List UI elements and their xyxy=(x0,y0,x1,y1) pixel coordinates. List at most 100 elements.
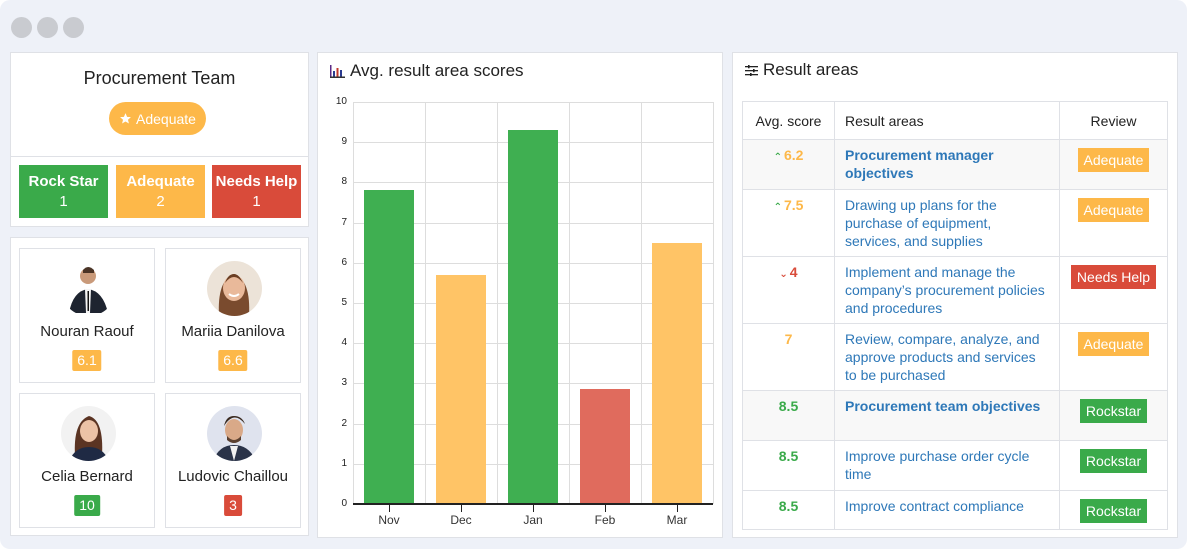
avg-score-cell: 8.5 xyxy=(742,440,835,491)
x-axis-tick xyxy=(389,505,390,512)
table-row[interactable]: 8.5 Procurement team objectives Rockstar xyxy=(742,390,1168,441)
member-card[interactable]: Mariia Danilova 6.6 xyxy=(165,248,301,383)
column-header-result-areas[interactable]: Result areas xyxy=(834,101,1060,140)
result-area-link[interactable]: Procurement team objectives xyxy=(845,398,1041,414)
column-header-avg-score[interactable]: Avg. score xyxy=(742,101,835,140)
x-axis-tick-label: Nov xyxy=(378,513,400,527)
star-icon xyxy=(120,113,131,124)
review-cell: Rockstar xyxy=(1059,490,1168,530)
gridline-horizontal xyxy=(353,102,713,103)
review-cell: Needs Help xyxy=(1059,256,1168,324)
member-card[interactable]: Nouran Raouf 6.1 xyxy=(19,248,155,383)
result-area-link[interactable]: Implement and manage the company’s procu… xyxy=(845,264,1045,316)
member-score-badge: 3 xyxy=(224,495,242,516)
window-dot-close[interactable] xyxy=(11,17,32,38)
y-axis-tick-label: 4 xyxy=(341,337,347,349)
x-axis-tick xyxy=(461,505,462,512)
result-area-link[interactable]: Review, compare, analyze, and approve pr… xyxy=(845,331,1040,383)
stat-rock-star[interactable]: Rock Star 1 xyxy=(19,165,108,218)
gridline-vertical xyxy=(713,102,714,504)
trend-up-icon: ⌃ xyxy=(773,152,782,163)
gridline-vertical xyxy=(353,102,354,504)
review-badge[interactable]: Needs Help xyxy=(1070,265,1157,289)
y-axis-tick-label: 3 xyxy=(341,377,347,389)
avatar xyxy=(207,406,262,461)
bar-nov[interactable] xyxy=(364,190,414,504)
team-summary-panel: Procurement Team Adequate Rock Star 1 Ad… xyxy=(10,52,309,227)
avg-score-cell: 8.5 xyxy=(742,490,835,530)
result-area-link[interactable]: Improve purchase order cycle time xyxy=(845,448,1030,482)
table-row[interactable]: 8.5 Improve purchase order cycle time Rock… xyxy=(742,440,1168,491)
x-axis-tick-label: Mar xyxy=(666,513,688,527)
bar-mar[interactable] xyxy=(652,242,702,504)
bar-feb[interactable] xyxy=(580,389,630,504)
table-row[interactable]: ⌃ 7.5 Drawing up plans for the purchase of… xyxy=(742,189,1168,257)
result-areas-panel: Result areas Avg. score Result areas Rev… xyxy=(732,52,1178,538)
table-row[interactable]: 7 Review, compare, analyze, and approve p… xyxy=(742,323,1168,391)
bar-jan[interactable] xyxy=(508,130,558,504)
stat-needs-help[interactable]: Needs Help 1 xyxy=(212,165,301,218)
avatar xyxy=(207,261,262,316)
review-badge[interactable]: Adequate xyxy=(1077,148,1150,172)
table-header-row: Avg. score Result areas Review xyxy=(742,101,1168,140)
avg-score-cell: 7 xyxy=(742,323,835,391)
result-area-link[interactable]: Improve contract compliance xyxy=(845,498,1024,514)
y-axis-tick-label: 0 xyxy=(341,498,347,509)
window-controls xyxy=(11,17,84,38)
result-area-cell: Procurement team objectives xyxy=(834,390,1060,441)
table-row[interactable]: ⌃ 6.2 Procurement manager objectives Adequa… xyxy=(742,139,1168,190)
member-card[interactable]: Celia Bernard 10 xyxy=(19,393,155,528)
stat-label: Rock Star xyxy=(28,172,99,190)
stat-count: 1 xyxy=(252,192,261,210)
window-dot-minimize[interactable] xyxy=(37,17,58,38)
window-dot-maximize[interactable] xyxy=(63,17,84,38)
bar-dec[interactable] xyxy=(436,274,486,504)
team-members-panel: Nouran Raouf 6.1 Mariia Danilova 6.6 Cel… xyxy=(10,237,309,536)
team-title: Procurement Team xyxy=(83,68,236,88)
gridline-vertical xyxy=(641,102,642,504)
result-area-cell: Improve contract compliance xyxy=(834,490,1060,530)
column-header-review[interactable]: Review xyxy=(1059,101,1168,140)
avg-score-cell: 8.5 xyxy=(742,390,835,441)
trend-up-icon: ⌃ xyxy=(773,202,782,213)
result-area-link[interactable]: Procurement manager objectives xyxy=(845,147,994,181)
team-status-label: Adequate xyxy=(136,110,196,127)
result-area-cell: Improve purchase order cycle time xyxy=(834,440,1060,491)
x-axis-tick xyxy=(533,505,534,512)
member-name: Ludovic Chaillou xyxy=(177,468,289,485)
y-axis-tick-label: 6 xyxy=(341,256,347,268)
y-axis-tick-label: 2 xyxy=(341,417,347,429)
review-badge[interactable]: Rockstar xyxy=(1079,499,1148,523)
trend-down-icon: ⌄ xyxy=(779,269,788,280)
review-badge[interactable]: Adequate xyxy=(1077,332,1150,356)
review-cell: Adequate xyxy=(1059,139,1168,190)
x-axis-tick-label: Jan xyxy=(523,513,543,527)
avg-score-value: 8.5 xyxy=(778,398,799,414)
avg-score-cell: ⌃ 6.2 xyxy=(742,139,835,190)
avg-score-value: 8.5 xyxy=(778,448,799,464)
avatar xyxy=(61,261,116,316)
result-area-cell: Procurement manager objectives xyxy=(834,139,1060,190)
review-badge[interactable]: Rockstar xyxy=(1079,449,1148,473)
review-badge[interactable]: Rockstar xyxy=(1079,399,1148,423)
member-score-badge: 6.6 xyxy=(218,350,248,371)
table-row[interactable]: 8.5 Improve contract compliance Rockstar xyxy=(742,490,1168,530)
result-area-link[interactable]: Drawing up plans for the purchase of equ… xyxy=(845,197,997,249)
results-title-text: Result areas xyxy=(763,60,859,79)
member-score-badge: 10 xyxy=(74,495,100,516)
stat-adequate[interactable]: Adequate 2 xyxy=(116,165,205,218)
member-card[interactable]: Ludovic Chaillou 3 xyxy=(165,393,301,528)
x-axis-tick xyxy=(605,505,606,512)
result-area-cell: Drawing up plans for the purchase of equ… xyxy=(834,189,1060,257)
review-badge[interactable]: Adequate xyxy=(1077,198,1150,222)
table-row[interactable]: ⌄ 4 Implement and manage the company’s pro… xyxy=(742,256,1168,324)
stat-label: Adequate xyxy=(126,172,195,190)
member-score-badge: 6.1 xyxy=(72,350,102,371)
avg-score-value: 7.5 xyxy=(783,197,804,213)
gridline-vertical xyxy=(497,102,498,504)
review-cell: Adequate xyxy=(1059,189,1168,257)
gridline-vertical xyxy=(425,102,426,504)
divider xyxy=(11,156,308,157)
avg-score-cell: ⌃ 7.5 xyxy=(742,189,835,257)
results-title: Result areas xyxy=(745,60,858,80)
